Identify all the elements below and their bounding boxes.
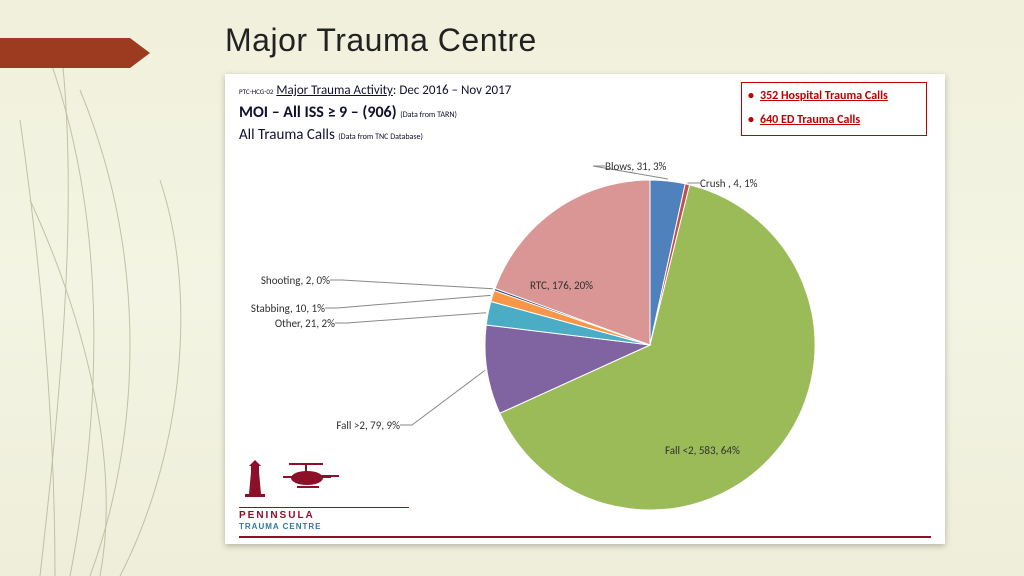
data-label: Fall >2, 79, 9% xyxy=(336,419,400,432)
page-title: Major Trauma Centre xyxy=(225,22,537,59)
grass-lines-decoration xyxy=(0,0,220,576)
header-line3-main: All Trauma Calls xyxy=(239,126,335,144)
header-line2-main: MOI – All ISS ≥ 9 – (906) xyxy=(239,103,397,122)
data-label: Crush , 4, 1% xyxy=(700,177,758,190)
leader-line xyxy=(330,280,493,289)
logo-text-2: TRAUMA CENTRE xyxy=(239,522,321,531)
data-label: Stabbing, 10, 1% xyxy=(251,302,325,315)
peninsula-logo-icon xyxy=(239,458,349,500)
leader-line xyxy=(400,370,485,425)
header-line3-note: (Data from TNC Database) xyxy=(338,132,423,142)
logo-text-1: PENINSULA xyxy=(239,510,315,521)
data-label: Shooting, 2, 0% xyxy=(261,274,330,287)
callout-item: 352 Hospital Trauma Calls xyxy=(760,89,918,103)
header-line2-note: (Data from TARN) xyxy=(400,110,457,120)
footer-rule xyxy=(239,536,931,538)
callout-item: 640 ED Trauma Calls xyxy=(760,113,918,127)
slide: Major Trauma Centre PTC-HCG-02 Major Tra… xyxy=(0,0,1024,576)
footer-logo: PENINSULA TRAUMA CENTRE xyxy=(239,458,409,532)
callout-box: 352 Hospital Trauma Calls 640 ED Trauma … xyxy=(741,82,927,136)
header-line1-suffix: : Dec 2016 – Nov 2017 xyxy=(393,83,511,98)
data-label: Fall <2, 583, 64% xyxy=(665,444,740,457)
title-ribbon-icon xyxy=(0,38,150,68)
chart-card: PTC-HCG-02 Major Trauma Activity: Dec 20… xyxy=(225,74,945,544)
header-prefix: PTC-HCG-02 xyxy=(239,87,273,96)
data-label: Other, 21, 2% xyxy=(275,317,335,330)
data-label: RTC, 176, 20% xyxy=(530,279,593,292)
chart-header: PTC-HCG-02 Major Trauma Activity: Dec 20… xyxy=(239,82,511,145)
pie-chart xyxy=(485,180,815,510)
header-line1-main: Major Trauma Activity xyxy=(276,83,393,98)
data-label: Blows, 31, 3% xyxy=(605,160,666,173)
leader-line xyxy=(335,313,486,323)
leader-line xyxy=(325,295,491,308)
